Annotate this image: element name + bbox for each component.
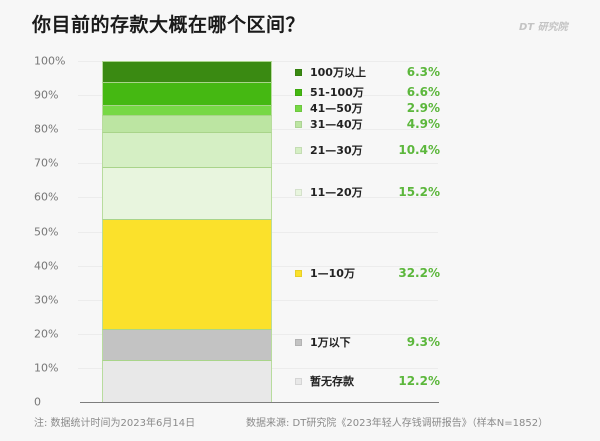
- legend-label: 21—30万: [310, 144, 363, 157]
- y-axis-tick-label: 50%: [34, 225, 59, 239]
- y-axis-tick-label: 80%: [34, 122, 59, 136]
- legend-value: 10.4%: [398, 143, 440, 157]
- y-axis-tick-label: 60%: [34, 190, 59, 204]
- bar-segment: [102, 218, 272, 329]
- y-axis-tick-label: 0: [34, 395, 41, 409]
- y-axis-tick-label: 100%: [34, 54, 66, 68]
- legend-swatch-icon: [295, 68, 302, 76]
- legend-swatch-icon: [295, 88, 302, 96]
- legend-swatch-icon: [295, 377, 302, 385]
- legend-item: 21—30万 10.4%: [295, 142, 440, 158]
- legend-label: 51-100万: [310, 86, 364, 99]
- legend-item: 100万以上 6.3%: [295, 64, 440, 80]
- chart-title: 你目前的存款大概在哪个区间？: [32, 14, 306, 36]
- legend-swatch-icon: [295, 120, 302, 128]
- legend-item: 暂无存款 12.2%: [295, 373, 440, 389]
- legend-value: 15.2%: [398, 185, 440, 199]
- legend-item: 41—50万 2.9%: [295, 100, 440, 116]
- legend-value: 2.9%: [406, 101, 440, 115]
- y-axis-tick-label: 40%: [34, 259, 59, 273]
- y-axis-tick-label: 20%: [34, 327, 59, 341]
- legend-item: 1—10万 32.2%: [295, 265, 440, 281]
- legend-label: 11—20万: [310, 186, 363, 199]
- legend-value: 4.9%: [406, 117, 440, 131]
- legend-label: 41—50万: [310, 102, 363, 115]
- legend-label: 暂无存款: [310, 375, 354, 388]
- legend-value: 6.3%: [406, 65, 440, 79]
- legend-item: 11—20万 15.2%: [295, 184, 440, 200]
- legend-swatch-icon: [295, 104, 302, 112]
- legend-swatch-icon: [295, 338, 302, 346]
- legend-swatch-icon: [295, 146, 302, 154]
- legend-item: 51-100万 6.6%: [295, 84, 440, 100]
- bar-segment: [102, 61, 272, 83]
- legend-swatch-icon: [295, 188, 302, 196]
- bar-segment: [102, 131, 272, 168]
- bar-segment: [102, 360, 272, 402]
- x-axis-baseline: [80, 402, 439, 403]
- legend-label: 1—10万: [310, 267, 355, 280]
- bar-segment: [102, 167, 272, 219]
- legend-value: 32.2%: [398, 266, 440, 280]
- footnote-date: 注: 数据统计时间为2023年6月14日: [34, 418, 196, 429]
- bar-segment: [102, 114, 272, 132]
- legend-value: 12.2%: [398, 374, 440, 388]
- legend-item: 31—40万 4.9%: [295, 116, 440, 132]
- y-axis-tick-label: 30%: [34, 293, 59, 307]
- y-axis-tick-label: 70%: [34, 156, 59, 170]
- legend-label: 1万以下: [310, 336, 351, 349]
- y-axis-tick-label: 90%: [34, 88, 59, 102]
- legend-value: 9.3%: [406, 335, 440, 349]
- legend-swatch-icon: [295, 269, 302, 277]
- y-axis-tick-label: 10%: [34, 361, 59, 375]
- stacked-bar: [102, 61, 272, 402]
- bar-segment: [102, 104, 272, 115]
- legend-label: 100万以上: [310, 66, 366, 79]
- bar-segment: [102, 328, 272, 361]
- bar-segment: [102, 82, 272, 105]
- legend-value: 6.6%: [406, 85, 440, 99]
- legend-label: 31—40万: [310, 118, 363, 131]
- brand-logo: DT 研究院: [519, 22, 568, 33]
- legend-item: 1万以下 9.3%: [295, 334, 440, 350]
- footnote-source: 数据来源: DT研究院《2023年轻人存钱调研报告》（样本N=1852）: [246, 418, 549, 429]
